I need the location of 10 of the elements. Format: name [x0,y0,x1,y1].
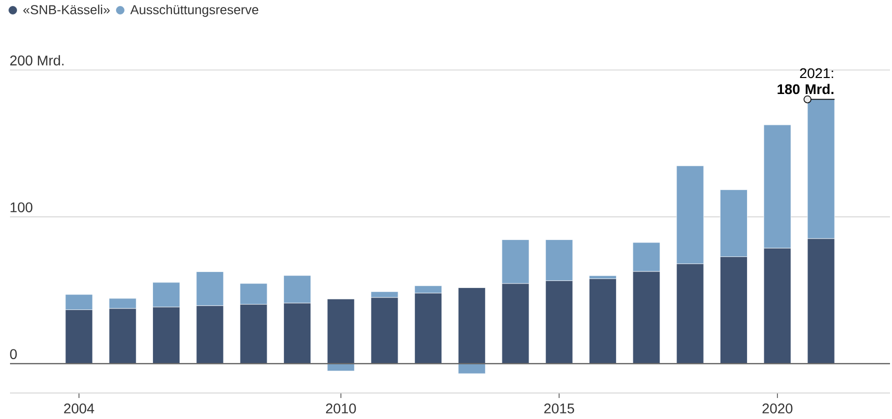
y-tick-label: 100 [10,202,32,212]
legend-label: Ausschüttungsreserve [130,4,258,17]
annotation: 2021: 180 Mrd. [778,68,834,94]
legend-label: «SNB-Kässeli» [23,4,110,14]
x-tick-label: 2010 [326,404,356,414]
y-tick-label: 0 [10,349,17,360]
y-tick-label: 200 Mrd. [10,55,64,66]
x-tick-label: 2020 [762,404,792,414]
x-tick-label: 2004 [64,404,94,414]
x-tick-label: 2015 [544,404,574,414]
